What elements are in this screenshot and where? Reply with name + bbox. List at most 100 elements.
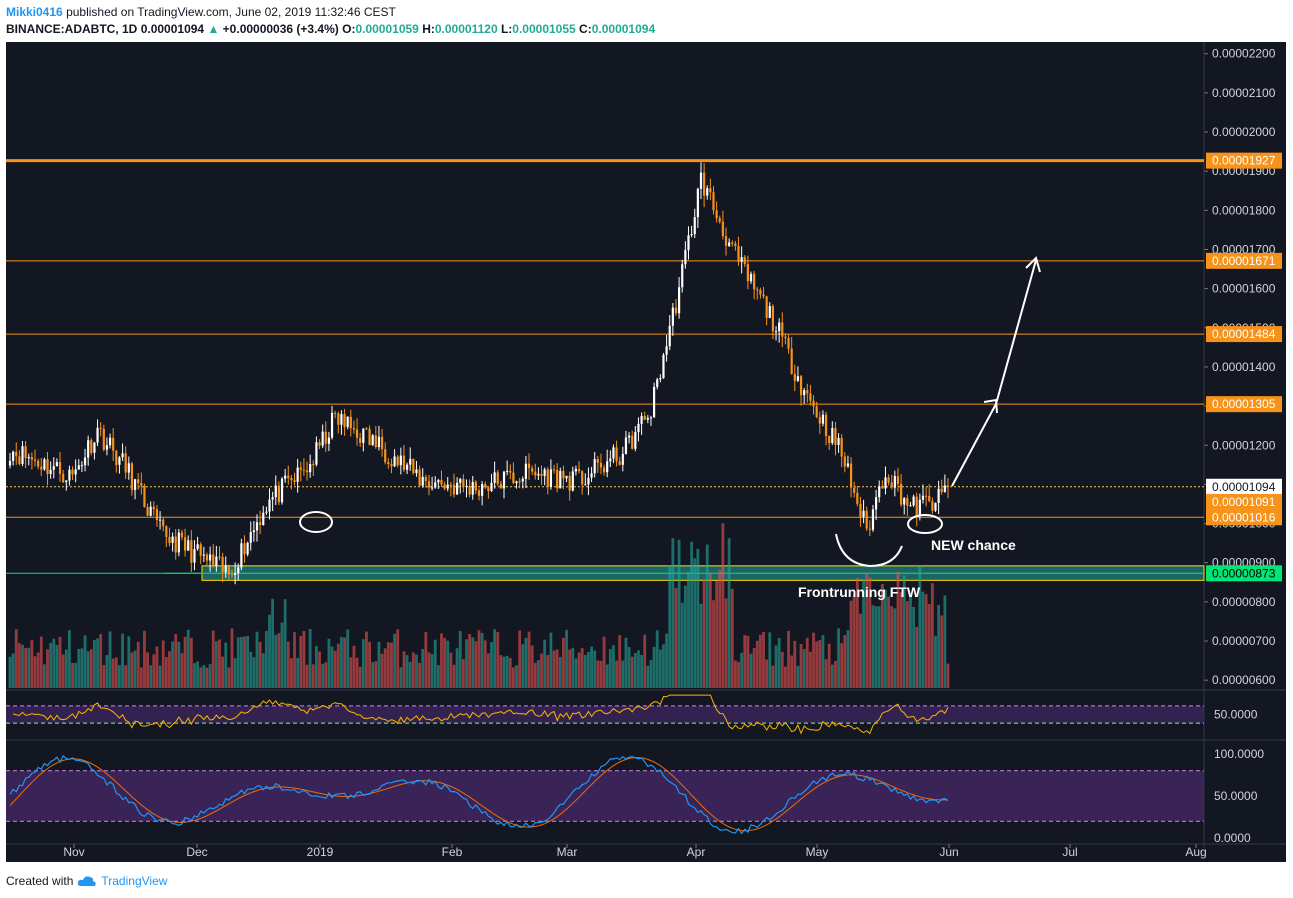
price-level-label: 0.00001305 bbox=[1212, 397, 1276, 411]
candle-body bbox=[27, 456, 30, 459]
volume-bar bbox=[718, 570, 722, 688]
chart-area[interactable]: 0.00000600 0.00000700 0.00000800 0.00000900… bbox=[6, 42, 1286, 862]
volume-bar bbox=[912, 606, 916, 688]
volume-bar bbox=[652, 646, 656, 688]
volume-bar bbox=[271, 598, 275, 688]
volume-bar bbox=[333, 650, 337, 688]
up-arrow-icon: ▲ bbox=[207, 22, 220, 36]
volume-bar bbox=[730, 588, 734, 688]
candle-body bbox=[912, 496, 915, 506]
candle-body bbox=[493, 472, 496, 483]
stoch-k-line bbox=[9, 754, 949, 835]
candle-body bbox=[649, 417, 653, 419]
volume-bar bbox=[533, 662, 537, 688]
volume-bar bbox=[102, 665, 106, 688]
candle-body bbox=[728, 242, 731, 246]
volume-bar bbox=[940, 615, 944, 688]
volume-bar bbox=[390, 642, 393, 688]
candle-body bbox=[346, 416, 349, 427]
candle-body bbox=[124, 453, 127, 473]
candle-body bbox=[946, 485, 950, 487]
candle-body bbox=[668, 325, 671, 347]
volume-bar bbox=[787, 630, 790, 688]
candle-body bbox=[577, 468, 581, 472]
volume-bar bbox=[380, 653, 384, 688]
y-axis-tick-label: 0.00001200 bbox=[1212, 438, 1276, 452]
candle-body bbox=[721, 221, 724, 237]
tradingview-link[interactable]: TradingView bbox=[101, 874, 168, 888]
volume-bar bbox=[577, 652, 581, 688]
volume-bar bbox=[733, 660, 737, 688]
candle-body bbox=[80, 465, 84, 467]
volume-bar bbox=[343, 637, 346, 688]
stoch-band bbox=[6, 770, 1204, 822]
volume-bar bbox=[868, 577, 872, 688]
candle-body bbox=[587, 477, 590, 485]
volume-bar bbox=[824, 659, 828, 688]
volume-bar bbox=[480, 632, 484, 688]
extra-price-label: 0.00001091 bbox=[1212, 495, 1276, 509]
candle-body bbox=[205, 554, 209, 561]
volume-bar bbox=[227, 667, 231, 688]
author-link[interactable]: Mikki0416 bbox=[6, 5, 63, 19]
candle-body bbox=[43, 459, 46, 470]
candle-body bbox=[512, 472, 515, 484]
volume-bar bbox=[627, 647, 631, 688]
stoch-tick-label: 50.0000 bbox=[1214, 789, 1258, 803]
volume-bar bbox=[36, 652, 40, 688]
volume-bar bbox=[189, 637, 193, 688]
candle-body bbox=[49, 469, 52, 475]
candle-body bbox=[671, 307, 674, 326]
volume-bar bbox=[199, 667, 203, 688]
volume-bar bbox=[874, 606, 878, 688]
volume-bar bbox=[637, 650, 640, 688]
volume-bar bbox=[58, 636, 62, 688]
symbol-label[interactable]: BINANCE:ADABTC, 1D bbox=[6, 22, 138, 36]
last-price: 0.00001094 bbox=[140, 22, 205, 36]
candle-body bbox=[274, 485, 277, 498]
volume-bar bbox=[427, 652, 431, 688]
volume-bar bbox=[249, 651, 253, 688]
candle-body bbox=[230, 574, 234, 576]
volume-bar bbox=[621, 660, 625, 688]
candle-body bbox=[602, 467, 606, 473]
volume-bar bbox=[696, 548, 700, 688]
volume-bar bbox=[740, 652, 744, 688]
volume-bar bbox=[612, 645, 615, 688]
candle-body bbox=[781, 322, 784, 337]
candle-body bbox=[165, 526, 168, 537]
candle-body bbox=[468, 485, 471, 495]
candle-body bbox=[456, 482, 459, 495]
volume-bar bbox=[52, 638, 56, 688]
volume-bar bbox=[752, 647, 756, 688]
x-axis-tick-label: 2019 bbox=[307, 845, 334, 859]
candle-body bbox=[180, 532, 184, 538]
annotation-new-chance: NEW chance bbox=[931, 537, 1016, 553]
candle-body bbox=[828, 436, 831, 444]
price-chart[interactable]: 0.000006000.000007000.000008000.00000900… bbox=[6, 42, 1286, 862]
volume-bar bbox=[668, 565, 672, 688]
volume-bar bbox=[327, 638, 331, 688]
volume-bar bbox=[39, 636, 43, 688]
volume-bar bbox=[174, 633, 178, 688]
candle-body bbox=[596, 459, 599, 463]
candle-body bbox=[737, 245, 740, 262]
candle-body bbox=[246, 542, 249, 555]
close-label: C: bbox=[579, 22, 592, 36]
volume-bar bbox=[805, 637, 809, 688]
candle-body bbox=[621, 453, 624, 465]
volume-bar bbox=[893, 608, 897, 688]
volume-bar bbox=[815, 641, 819, 688]
volume-bar bbox=[746, 635, 750, 688]
volume-bar bbox=[715, 580, 719, 688]
candle-body bbox=[162, 519, 165, 527]
candle-body bbox=[434, 482, 437, 488]
candle-body bbox=[449, 484, 452, 486]
candle-body bbox=[424, 476, 427, 482]
candle-body bbox=[609, 458, 612, 462]
volume-bar bbox=[352, 645, 356, 688]
volume-bar bbox=[643, 634, 647, 688]
candle-body bbox=[368, 428, 371, 445]
volume-bar bbox=[915, 626, 919, 688]
candle-body bbox=[387, 462, 390, 465]
